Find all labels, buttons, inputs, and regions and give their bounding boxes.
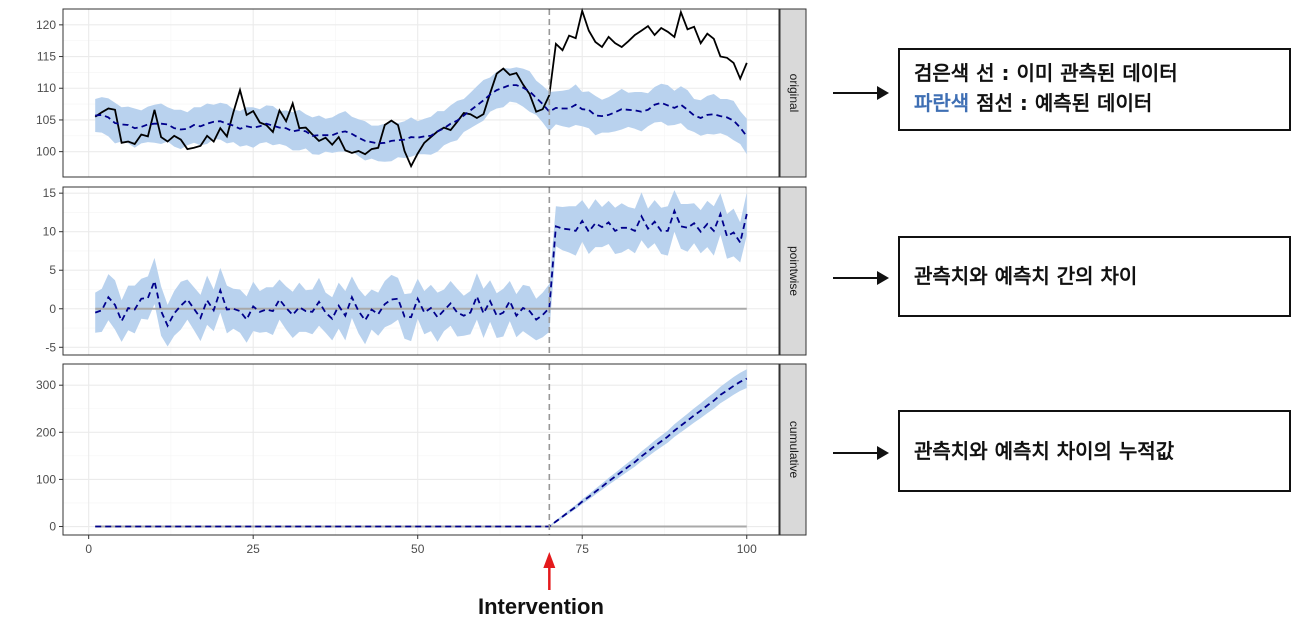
y-tick-label: 100 (36, 472, 56, 486)
y-tick-label: 115 (37, 50, 56, 64)
panel-border (62, 186, 780, 356)
y-tick-label: 15 (43, 186, 57, 200)
original-note-arrow (833, 86, 889, 100)
original-legend-box: 검은색 선 : 이미 관측된 데이터 파란색 점선 : 예측된 데이터 (898, 48, 1291, 131)
legend-line-blue: 파란색 점선 : 예측된 데이터 (914, 88, 1275, 118)
facet-strip-label: original (787, 74, 801, 113)
pointwise-note-text: 관측치와 예측치 간의 차이 (914, 264, 1138, 288)
x-tick-label: 25 (247, 542, 261, 556)
x-tick-label: 75 (576, 542, 590, 556)
confidence-band (95, 67, 747, 162)
facet-strip-label: cumulative (787, 421, 801, 479)
y-tick-label: 200 (36, 425, 56, 439)
intervention-arrow-head (543, 552, 556, 568)
confidence-band (95, 190, 747, 347)
y-tick-label: 0 (49, 302, 56, 316)
panel-border (62, 8, 780, 178)
pointwise-note-box: 관측치와 예측치 간의 차이 (898, 236, 1291, 317)
panel-pointwise: pointwise -5 0 5 10 15 (43, 186, 807, 356)
y-tick-label: 110 (37, 81, 56, 95)
intervention-label: Intervention (478, 594, 604, 619)
cumulative-note-text: 관측치와 예측치 차이의 누적값 (914, 439, 1175, 463)
panel-border (62, 363, 780, 536)
y-tick-label: 300 (36, 378, 56, 392)
y-tick-label: 0 (49, 520, 56, 534)
cumulative-note-box: 관측치와 예측치 차이의 누적값 (898, 410, 1291, 492)
pointwise-note-arrow (833, 271, 889, 285)
panel-background (63, 364, 779, 535)
facet-strip (779, 186, 807, 356)
y-tick-label: -5 (45, 340, 56, 354)
y-tick-label: 120 (36, 18, 56, 32)
facet-strip (779, 8, 807, 178)
predicted-series-line (95, 84, 748, 145)
x-tick-label: 100 (737, 542, 757, 556)
y-tick-label: 105 (36, 113, 56, 127)
x-tick-label: 0 (85, 542, 92, 556)
y-tick-label: 100 (36, 145, 56, 159)
legend-line-blue-rest: 점선 : 예측된 데이터 (969, 91, 1153, 115)
panel-original: original 100 105 110 115 120 (36, 7, 807, 178)
predicted-series-line (94, 208, 748, 328)
cumulative-note-arrow (833, 446, 889, 460)
y-tick-label: 5 (49, 263, 56, 277)
x-tick-label: 50 (411, 542, 425, 556)
legend-line-black: 검은색 선 : 이미 관측된 데이터 (914, 61, 1178, 85)
facet-strip-label: pointwise (787, 246, 801, 296)
facet-strip (779, 363, 807, 536)
predicted-series-line (95, 377, 748, 528)
y-tick-label: 10 (43, 225, 57, 239)
panel-cumulative: cumulative 0 100 200 300 (36, 363, 807, 536)
legend-blue-word: 파란색 (914, 91, 970, 115)
observed-series-line (94, 7, 748, 169)
intervention-arrow (543, 552, 556, 590)
